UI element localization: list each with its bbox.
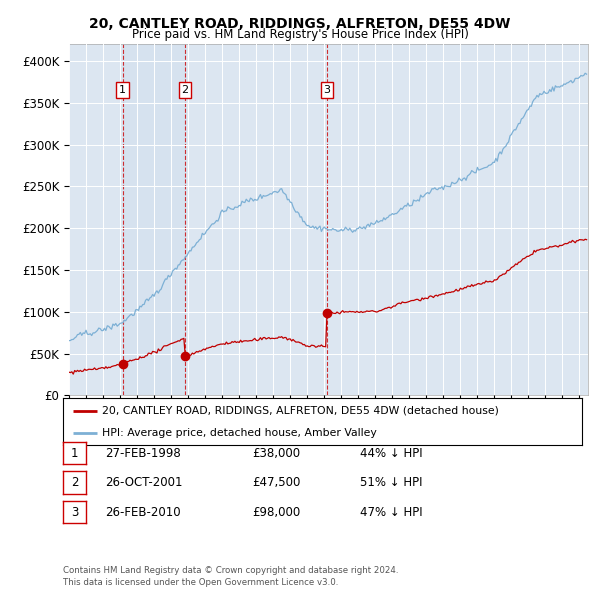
Text: £98,000: £98,000 (252, 506, 300, 519)
Text: 27-FEB-1998: 27-FEB-1998 (105, 447, 181, 460)
Text: HPI: Average price, detached house, Amber Valley: HPI: Average price, detached house, Ambe… (102, 428, 377, 438)
Text: 2: 2 (181, 85, 188, 95)
Text: 44% ↓ HPI: 44% ↓ HPI (360, 447, 422, 460)
Text: 3: 3 (323, 85, 330, 95)
Text: 20, CANTLEY ROAD, RIDDINGS, ALFRETON, DE55 4DW: 20, CANTLEY ROAD, RIDDINGS, ALFRETON, DE… (89, 17, 511, 31)
Text: 2: 2 (71, 476, 78, 489)
Bar (122, 44, 185, 395)
Text: 20, CANTLEY ROAD, RIDDINGS, ALFRETON, DE55 4DW (detached house): 20, CANTLEY ROAD, RIDDINGS, ALFRETON, DE… (102, 406, 499, 416)
Text: 47% ↓ HPI: 47% ↓ HPI (360, 506, 422, 519)
Text: 1: 1 (119, 85, 126, 95)
Text: 3: 3 (71, 506, 78, 519)
Text: 51% ↓ HPI: 51% ↓ HPI (360, 476, 422, 489)
Text: £38,000: £38,000 (252, 447, 300, 460)
Text: 1: 1 (71, 447, 78, 460)
Text: 26-OCT-2001: 26-OCT-2001 (105, 476, 182, 489)
Text: Price paid vs. HM Land Registry's House Price Index (HPI): Price paid vs. HM Land Registry's House … (131, 28, 469, 41)
Text: Contains HM Land Registry data © Crown copyright and database right 2024.
This d: Contains HM Land Registry data © Crown c… (63, 566, 398, 587)
Text: £47,500: £47,500 (252, 476, 301, 489)
Text: 26-FEB-2010: 26-FEB-2010 (105, 506, 181, 519)
